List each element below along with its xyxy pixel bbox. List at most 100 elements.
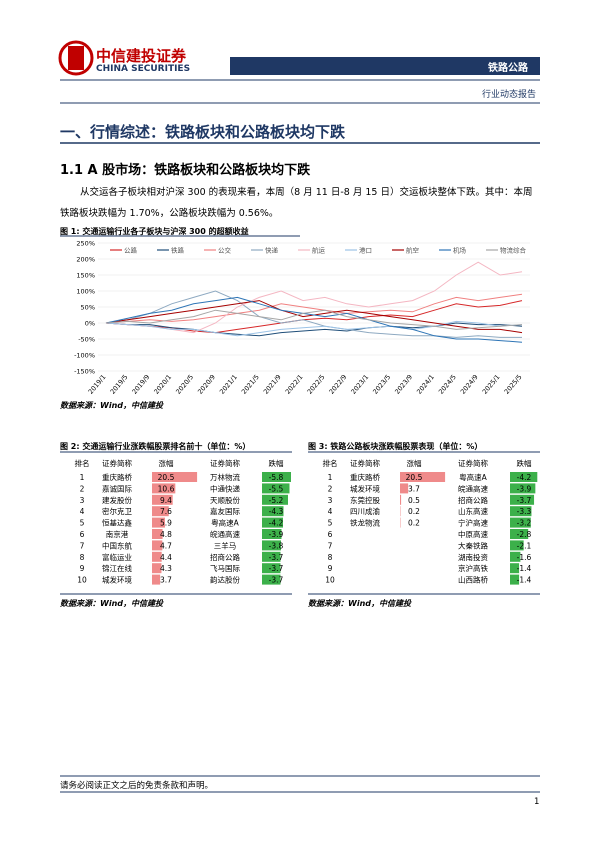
cell-value: -3.9 [517,484,532,493]
cell-value: 9.4 [160,496,172,505]
loss-bar [262,551,281,562]
gain-bar [152,540,163,551]
cell-value: -2.8 [517,530,532,539]
cell-value: 0.2 [408,519,420,528]
logo [58,40,94,76]
y-tick-label: 150% [76,272,95,280]
report-type: 行业动态报告 [482,90,537,100]
gain-bar [152,483,176,494]
cell: 9 [328,564,333,573]
cell: 10 [325,576,335,585]
line-series [105,290,522,338]
legend-label: 快递 [265,246,279,255]
column-header: 证券简称 [210,458,240,468]
loss-bar [510,540,524,551]
section-title: 一、行情综述：铁路板块和公路板块均下跌 [60,123,346,141]
loss-bar [262,506,284,517]
loss-bar [262,472,291,482]
loss-bar [262,483,290,494]
cell: 飞马国际 [210,564,240,573]
cell: 重庆路桥 [102,472,132,482]
company-en: CHINA SECURITIES [96,64,191,74]
gain-bar [152,517,165,528]
loss-bar [510,551,521,562]
legend-label: 公路 [124,246,138,255]
cell: 4 [328,507,333,516]
x-tick-label: 2023/1 [349,373,370,396]
cell: 9 [80,564,85,573]
line-series [105,320,523,337]
cell: 万林物流 [210,472,240,482]
cell: 恒基达鑫 [102,518,132,528]
cell: 山东高速 [458,506,488,516]
cell-value: -3.9 [269,530,284,539]
x-tick-label: 2020/9 [196,373,217,396]
cell: 嘉诚国际 [102,483,132,493]
legend-label: 航运 [312,246,326,255]
line-chart: -150% -100% -50% 0% 50% 100% 150% 200% 250% 2019/… [74,240,530,396]
cell-value: 5.9 [160,519,172,528]
cell: 3 [328,496,333,505]
column-header: 证券简称 [350,458,380,468]
cell-value: 4.3 [160,564,172,573]
cell: 东莞控股 [350,495,380,505]
cell: 天顺股份 [210,495,240,505]
cell-value: -5.8 [269,473,284,482]
cell: 三羊马 [214,540,237,550]
column-header: 涨幅 [407,458,422,468]
cell: 1 [328,473,333,482]
loss-bar [262,517,283,528]
loss-bar [510,494,535,505]
cell-value: 0.2 [408,507,420,516]
cell: 密尔克卫 [102,506,132,516]
x-tick-label: 2024/5 [437,373,458,396]
gain-bar [400,494,402,505]
table: 排名 证券简称 涨幅 证券简称 跌幅 1 重庆路桥 20.5 粤高速A -4.2 2 城发环境 3.7 皖… [323,458,538,585]
header-bar [230,57,540,75]
cell: 建发股份 [102,495,132,505]
sector: 铁路公路 [488,63,528,74]
cell: 韵达股份 [210,575,240,585]
cell: 8 [328,553,333,562]
cell-value: 3.7 [160,576,172,585]
cell: 皖通高速 [210,529,240,539]
cell-value: -3.3 [517,507,532,516]
cell-value: 0.5 [408,496,420,505]
subsection-title: 1.1 A 股市场：铁路板块和公路板块均下跌 [60,163,311,178]
column-header: 证券简称 [458,458,488,468]
cell: 招商公路 [210,552,240,562]
paragraph: 从交运各子板块相对沪深 300 的表现来看，本周（8 月 11 日-8 月 15… [60,187,533,219]
cell-value: 10.6 [158,484,175,493]
line-series [105,293,523,324]
gain-bar [152,574,161,585]
loss-bar [262,529,282,539]
loss-bar [510,483,536,494]
loss-bar [510,529,529,539]
x-tick-label: 2019/9 [130,373,151,396]
gain-bar [400,472,446,482]
cell-value: -5.2 [269,496,284,505]
cell: 粤高速A [459,472,487,482]
x-tick-label: 2020/1 [152,373,173,396]
x-tick-label: 2021/1 [218,373,239,396]
cell: 京沪高铁 [458,563,488,573]
y-tick-label: 250% [76,240,95,248]
loss-bar [510,574,520,585]
figure-caption: 图 3: 铁路公路板块涨跌幅股票表现（单位：%） [308,442,483,451]
loss-bar [262,574,281,585]
cell: 7 [80,541,85,550]
x-tick-label: 2021/9 [262,373,283,396]
cell-value: -4.2 [517,473,532,482]
cell-value: -4.2 [269,519,284,528]
cell-value: -3.2 [517,519,532,528]
cell: 大秦铁路 [458,540,488,550]
line-series [105,322,523,337]
gain-bar [152,494,173,505]
x-tick-label: 2025/5 [503,373,524,396]
cell: 四川成渝 [350,506,380,516]
cell-value: -1.6 [517,553,532,562]
y-tick-label: 100% [76,288,95,296]
figure-caption: 图 1: 交通运输行业各子板块与沪深 300 的超额收益 [60,227,249,236]
cell-value: 20.5 [158,473,175,482]
